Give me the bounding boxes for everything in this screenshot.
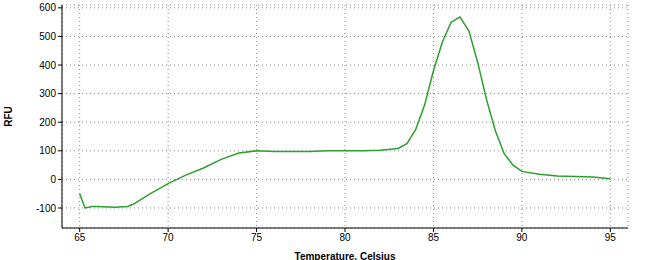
svg-text:-100: -100	[36, 203, 56, 214]
svg-text:400: 400	[39, 60, 56, 71]
svg-text:85: 85	[428, 232, 440, 243]
svg-text:500: 500	[39, 31, 56, 42]
svg-text:Temperature, Celsius: Temperature, Celsius	[295, 251, 396, 260]
svg-text:0: 0	[50, 174, 56, 185]
svg-text:80: 80	[339, 232, 351, 243]
svg-text:200: 200	[39, 117, 56, 128]
svg-text:65: 65	[74, 232, 86, 243]
svg-text:100: 100	[39, 145, 56, 156]
svg-text:75: 75	[251, 232, 263, 243]
svg-text:600: 600	[39, 2, 56, 13]
svg-text:70: 70	[163, 232, 175, 243]
svg-text:95: 95	[605, 232, 617, 243]
svg-text:90: 90	[516, 232, 528, 243]
svg-text:RFU: RFU	[8, 106, 14, 127]
svg-text:300: 300	[39, 88, 56, 99]
